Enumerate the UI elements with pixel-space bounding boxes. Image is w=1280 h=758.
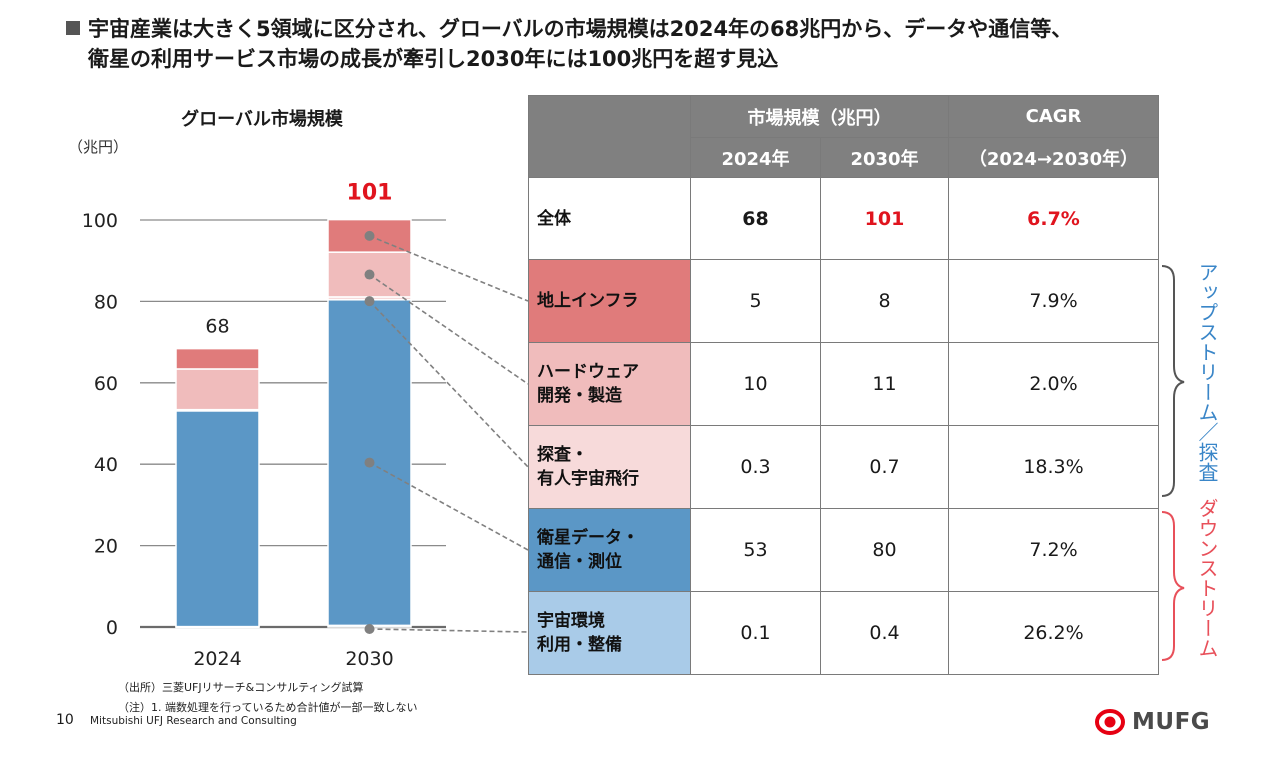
row-label-line-1: 宇宙環境 bbox=[537, 611, 605, 631]
value-2024: 0.1 bbox=[690, 591, 821, 675]
source-note: （出所）三菱UFJリサーチ&コンサルティング試算 bbox=[118, 681, 364, 694]
row-label: 衛星データ・ 通信・測位 bbox=[528, 508, 691, 592]
value-cagr: 18.3% bbox=[948, 425, 1159, 509]
bar-segment bbox=[175, 347, 260, 370]
value-2030: 0.4 bbox=[820, 591, 949, 675]
row-label-line-1: ハードウェア bbox=[537, 362, 639, 382]
bar-total-label: 68 bbox=[205, 316, 229, 338]
market-table: 市場規模（兆円） CAGR 2024年 2030年 （2024→2030年） 全… bbox=[528, 95, 1159, 675]
value-2030: 11 bbox=[820, 342, 949, 426]
company-name: Mitsubishi UFJ Research and Consulting bbox=[90, 715, 297, 727]
header-cagr: CAGR bbox=[948, 95, 1159, 138]
table-row: ハードウェア 開発・製造 10 11 2.0% bbox=[528, 342, 1159, 426]
value-2024: 10 bbox=[690, 342, 821, 426]
y-tick-label: 20 bbox=[94, 536, 118, 558]
page-number: 10 bbox=[56, 712, 74, 728]
value-2024: 5 bbox=[690, 259, 821, 343]
value-2024: 0.3 bbox=[690, 425, 821, 509]
row-label-line-2: 通信・測位 bbox=[537, 552, 622, 572]
value-2024: 53 bbox=[690, 508, 821, 592]
downstream-group-label: ダウンストリーム bbox=[1195, 498, 1219, 658]
header-2024: 2024年 bbox=[690, 137, 821, 178]
upstream-brace-icon bbox=[1161, 265, 1185, 497]
row-label-line-1: 衛星データ・ bbox=[537, 528, 639, 548]
mufg-logo-text: MUFG bbox=[1132, 709, 1211, 735]
row-label-line-2: 利用・整備 bbox=[537, 635, 622, 655]
x-tick-label: 2030 bbox=[345, 648, 393, 670]
y-tick-label: 80 bbox=[94, 291, 118, 313]
y-axis-label: （兆円） bbox=[68, 138, 128, 156]
bar-total-label: 101 bbox=[347, 181, 393, 206]
row-label: 宇宙環境 利用・整備 bbox=[528, 591, 691, 675]
bar-segment bbox=[175, 368, 260, 411]
row-label-line-2: 有人宇宙飛行 bbox=[537, 469, 639, 489]
row-label: 探査・ 有人宇宙飛行 bbox=[528, 425, 691, 509]
value-cagr: 2.0% bbox=[948, 342, 1159, 426]
header-cagr-range: （2024→2030年） bbox=[948, 137, 1159, 178]
value-2030: 0.7 bbox=[820, 425, 949, 509]
chart-title: グローバル市場規模 bbox=[181, 108, 344, 130]
y-tick-label: 40 bbox=[94, 454, 118, 476]
table-row-total: 全体 68 101 6.7% bbox=[528, 177, 1159, 260]
table-header-blank bbox=[528, 95, 691, 178]
header-market-size: 市場規模（兆円） bbox=[690, 95, 949, 138]
y-tick-label: 60 bbox=[94, 373, 118, 395]
x-tick-labels: 2024 2030 bbox=[193, 648, 393, 670]
x-tick-label: 2024 bbox=[193, 648, 241, 670]
rounding-note: （注）1. 端数処理を行っているため合計値が一部一致しない bbox=[118, 701, 418, 714]
market-size-chart: グローバル市場規模 （兆円） 0 20 40 60 80 100 2024 2030 68 1… bbox=[68, 108, 446, 670]
y-tick-label: 0 bbox=[106, 617, 118, 639]
value-2030: 8 bbox=[820, 259, 949, 343]
row-label-line-1: 地上インフラ bbox=[537, 291, 639, 311]
total-labels: 68 101 bbox=[205, 181, 392, 338]
bar-segment bbox=[327, 218, 412, 253]
downstream-brace-icon bbox=[1161, 511, 1185, 661]
table-row: 衛星データ・ 通信・測位 53 80 7.2% bbox=[528, 508, 1159, 592]
bar-segment bbox=[327, 251, 412, 298]
headline-line-2: 衛星の利用サービス市場の成長が牽引し2030年には100兆円を超す見込 bbox=[88, 47, 779, 71]
table-row: 探査・有人宇宙飛行 0.3 0.7 18.3% bbox=[528, 425, 1159, 509]
value-cagr: 7.9% bbox=[948, 259, 1159, 343]
headline-line-1: 宇宙産業は大きく5領域に区分され、グローバルの市場規模は2024年の68兆円から… bbox=[66, 14, 1266, 44]
row-label: 地上インフラ bbox=[528, 259, 691, 343]
row-label: ハードウェア 開発・製造 bbox=[528, 342, 691, 426]
value-2030: 80 bbox=[820, 508, 949, 592]
bar-segment bbox=[175, 410, 260, 628]
table-row: 宇宙環境利用・整備 0.1 0.4 26.2% bbox=[528, 591, 1159, 675]
header-2030: 2030年 bbox=[820, 137, 949, 178]
value-cagr: 26.2% bbox=[948, 591, 1159, 675]
row-label-line-1: 探査・ bbox=[537, 445, 588, 465]
value-cagr: 6.7% bbox=[948, 177, 1159, 260]
value-2024: 68 bbox=[690, 177, 821, 260]
bullet-square-icon bbox=[66, 21, 80, 35]
value-cagr: 7.2% bbox=[948, 508, 1159, 592]
bars bbox=[175, 218, 412, 629]
row-label-line-2: 開発・製造 bbox=[537, 386, 622, 406]
y-tick-label: 100 bbox=[82, 210, 118, 232]
y-tick-labels: 0 20 40 60 80 100 bbox=[82, 210, 118, 639]
row-label: 全体 bbox=[528, 177, 691, 260]
mufg-logo: MUFG bbox=[1094, 708, 1210, 736]
upstream-group-label: アップストリーム／探査 bbox=[1195, 262, 1219, 482]
group-braces bbox=[1161, 265, 1185, 661]
mufg-logo-icon bbox=[1095, 709, 1125, 735]
headline: 宇宙産業は大きく5領域に区分され、グローバルの市場規模は2024年の68兆円から… bbox=[66, 14, 1266, 74]
table-row: 地上インフラ 5 8 7.9% bbox=[528, 259, 1159, 343]
headline-text-1: 宇宙産業は大きく5領域に区分され、グローバルの市場規模は2024年の68兆円から… bbox=[88, 17, 1073, 41]
bar-segment bbox=[327, 299, 412, 627]
value-2030: 101 bbox=[820, 177, 949, 260]
